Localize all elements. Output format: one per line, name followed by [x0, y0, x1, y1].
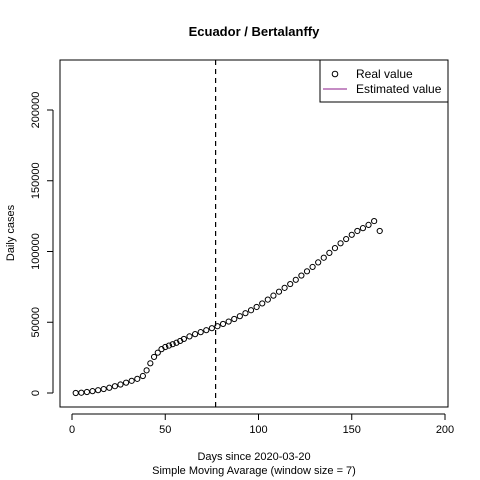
data-point — [111, 383, 119, 390]
data-point — [225, 318, 232, 325]
data-point — [173, 339, 180, 346]
data-point — [147, 360, 154, 367]
legend-real-value-marker — [331, 70, 339, 78]
data-point — [139, 372, 146, 380]
data-point — [186, 333, 193, 340]
data-point — [83, 388, 91, 396]
data-point — [309, 263, 316, 271]
data-point — [247, 307, 255, 314]
y-tick-label: 150000 — [30, 162, 42, 199]
data-point — [154, 349, 161, 356]
data-point — [219, 320, 227, 328]
legend-box — [319, 59, 449, 103]
data-point — [292, 276, 299, 283]
data-point — [303, 268, 311, 275]
data-point — [343, 235, 350, 243]
data-point — [143, 367, 150, 374]
y-tick-label: 200000 — [30, 92, 42, 129]
data-point — [72, 389, 79, 397]
data-point — [100, 385, 107, 393]
data-point — [275, 288, 283, 295]
x-axis-label: Days since 2020-03-20 — [197, 451, 310, 463]
data-point — [371, 217, 378, 225]
data-point — [354, 227, 361, 235]
y-tick-label: 0 — [30, 390, 42, 396]
data-point — [320, 254, 327, 261]
x-tick-label: 200 — [436, 424, 454, 436]
real-value-points — [72, 217, 383, 397]
data-point — [89, 388, 96, 395]
y-axis-label: Daily cases — [5, 204, 17, 261]
data-point — [122, 379, 130, 386]
legend: Real value Estimated value — [319, 59, 449, 103]
data-point — [326, 249, 333, 257]
data-point — [359, 225, 367, 232]
data-point — [162, 343, 169, 351]
legend-real-value-label: Real value — [356, 67, 413, 81]
data-point — [128, 377, 135, 384]
data-point — [150, 353, 158, 361]
data-point — [236, 313, 243, 320]
data-point — [95, 387, 102, 394]
data-point — [259, 300, 266, 307]
legend-estimated-value-label: Estimated value — [356, 82, 442, 96]
y-tick-label: 50000 — [30, 307, 42, 338]
data-point — [264, 296, 271, 303]
data-point — [106, 384, 113, 391]
data-point — [315, 259, 322, 266]
data-point — [78, 389, 85, 396]
data-point — [376, 227, 383, 235]
x-tick-label: 50 — [159, 424, 171, 436]
data-point — [180, 335, 187, 343]
data-point — [203, 327, 210, 334]
data-point — [117, 381, 124, 388]
data-point — [191, 331, 199, 338]
data-point — [165, 342, 173, 349]
plot-frame — [59, 59, 449, 408]
data-point — [169, 341, 176, 348]
data-point — [197, 329, 204, 336]
data-point — [337, 240, 344, 247]
x-axis: 0 50 100 150 200 — [69, 413, 454, 436]
data-point — [242, 310, 249, 317]
data-point — [231, 315, 238, 323]
chart-title: Ecuador / Bertalanffy — [189, 24, 321, 39]
data-point — [281, 284, 288, 291]
data-point — [253, 303, 260, 311]
x-axis-sublabel: Simple Moving Avarage (window size = 7) — [152, 465, 356, 477]
data-point — [287, 280, 294, 288]
x-tick-label: 0 — [69, 424, 75, 436]
x-tick-label: 100 — [249, 424, 267, 436]
x-tick-label: 150 — [343, 424, 361, 436]
data-point — [298, 272, 305, 279]
y-axis: 0 50000 100000 150000 200000 — [30, 92, 54, 396]
y-tick-label: 100000 — [30, 233, 42, 270]
data-point — [331, 245, 339, 252]
data-point — [270, 292, 277, 299]
data-point — [214, 323, 221, 330]
data-point — [365, 221, 372, 228]
data-point — [348, 231, 355, 238]
data-point — [208, 325, 215, 332]
data-point — [134, 375, 141, 382]
